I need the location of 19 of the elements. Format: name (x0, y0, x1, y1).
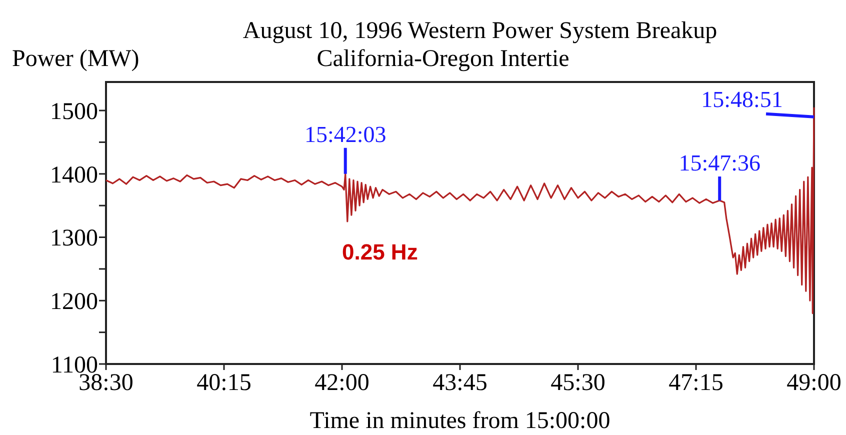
x-tick-label: 47:15 (668, 370, 724, 396)
x-tick-label: 49:00 (786, 370, 842, 396)
chart-subtitle: California-Oregon Intertie (316, 46, 570, 72)
y-tick-label: 1300 (50, 226, 98, 252)
y-tick-label: 1500 (50, 98, 98, 125)
annotation: 15:42:03 (304, 122, 386, 147)
annotation: 15:47:36 (678, 150, 760, 176)
x-tick-label: 40:15 (196, 370, 252, 396)
x-tick-label: 45:30 (550, 370, 606, 396)
x-axis-title: Time in minutes from 15:00:00 (310, 408, 610, 434)
x-tick-label: 42:00 (314, 370, 370, 396)
annotation: 0.25 Hz (342, 239, 418, 264)
y-tick-label: 1400 (50, 162, 98, 188)
y-axis-title: Power (MW) (12, 46, 140, 72)
chart-title: August 10, 1996 Western Power System Breakup (242, 18, 718, 44)
y-tick-label: 1200 (50, 289, 98, 316)
line-series (105, 106, 815, 314)
x-tick-label: 43:45 (432, 370, 488, 396)
annotation: 15:48:51 (701, 86, 783, 112)
